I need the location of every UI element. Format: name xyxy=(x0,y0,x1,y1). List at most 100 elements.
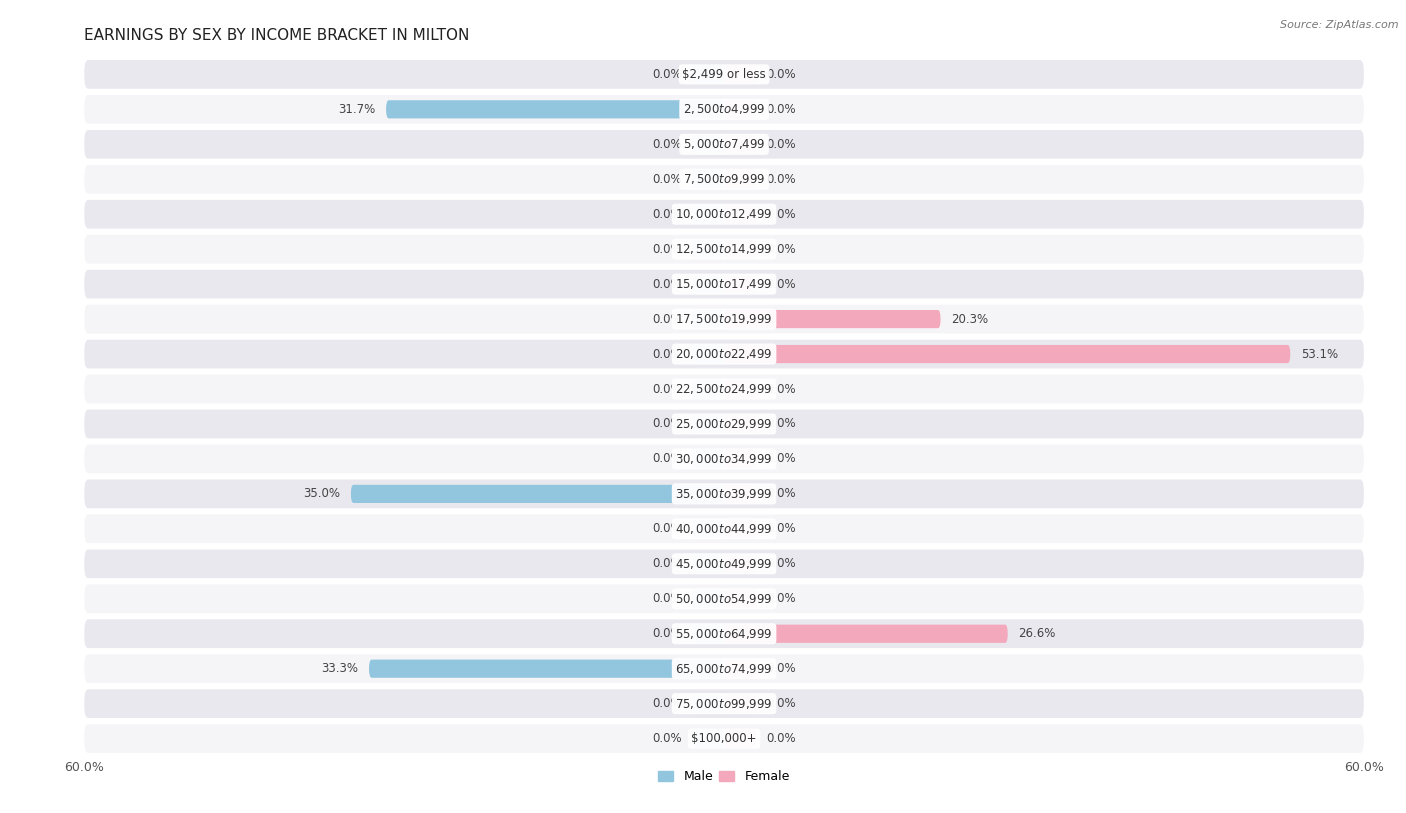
Text: $55,000 to $64,999: $55,000 to $64,999 xyxy=(675,627,773,641)
FancyBboxPatch shape xyxy=(724,485,756,503)
FancyBboxPatch shape xyxy=(84,200,1364,228)
Text: 0.0%: 0.0% xyxy=(652,698,682,710)
Text: 26.6%: 26.6% xyxy=(1018,628,1056,640)
FancyBboxPatch shape xyxy=(692,520,724,538)
Text: $5,000 to $7,499: $5,000 to $7,499 xyxy=(683,137,765,151)
FancyBboxPatch shape xyxy=(724,694,756,713)
Text: 0.0%: 0.0% xyxy=(652,593,682,605)
FancyBboxPatch shape xyxy=(84,445,1364,473)
FancyBboxPatch shape xyxy=(387,100,724,119)
Text: Source: ZipAtlas.com: Source: ZipAtlas.com xyxy=(1281,20,1399,30)
Text: 0.0%: 0.0% xyxy=(652,383,682,395)
Text: $45,000 to $49,999: $45,000 to $49,999 xyxy=(675,557,773,571)
FancyBboxPatch shape xyxy=(724,589,756,608)
Text: $7,500 to $9,999: $7,500 to $9,999 xyxy=(683,172,765,186)
FancyBboxPatch shape xyxy=(692,345,724,363)
Text: 0.0%: 0.0% xyxy=(766,663,796,675)
FancyBboxPatch shape xyxy=(724,135,756,154)
FancyBboxPatch shape xyxy=(692,694,724,713)
FancyBboxPatch shape xyxy=(724,554,756,573)
FancyBboxPatch shape xyxy=(692,554,724,573)
Text: 0.0%: 0.0% xyxy=(766,278,796,290)
Text: 0.0%: 0.0% xyxy=(652,313,682,325)
Text: $20,000 to $22,499: $20,000 to $22,499 xyxy=(675,347,773,361)
FancyBboxPatch shape xyxy=(84,340,1364,368)
Text: 0.0%: 0.0% xyxy=(652,208,682,220)
Text: $25,000 to $29,999: $25,000 to $29,999 xyxy=(675,417,773,431)
FancyBboxPatch shape xyxy=(692,624,724,643)
FancyBboxPatch shape xyxy=(692,65,724,84)
FancyBboxPatch shape xyxy=(692,450,724,468)
FancyBboxPatch shape xyxy=(724,100,756,119)
FancyBboxPatch shape xyxy=(692,205,724,224)
FancyBboxPatch shape xyxy=(724,659,756,678)
Text: $17,500 to $19,999: $17,500 to $19,999 xyxy=(675,312,773,326)
Text: 0.0%: 0.0% xyxy=(652,418,682,430)
Text: 31.7%: 31.7% xyxy=(339,103,375,115)
Text: 0.0%: 0.0% xyxy=(652,733,682,745)
Text: $30,000 to $34,999: $30,000 to $34,999 xyxy=(675,452,773,466)
FancyBboxPatch shape xyxy=(84,724,1364,753)
Text: EARNINGS BY SEX BY INCOME BRACKET IN MILTON: EARNINGS BY SEX BY INCOME BRACKET IN MIL… xyxy=(84,28,470,43)
Text: 0.0%: 0.0% xyxy=(766,173,796,185)
FancyBboxPatch shape xyxy=(724,450,756,468)
Text: $35,000 to $39,999: $35,000 to $39,999 xyxy=(675,487,773,501)
Text: $10,000 to $12,499: $10,000 to $12,499 xyxy=(675,207,773,221)
FancyBboxPatch shape xyxy=(84,60,1364,89)
FancyBboxPatch shape xyxy=(84,515,1364,543)
FancyBboxPatch shape xyxy=(84,410,1364,438)
Text: 0.0%: 0.0% xyxy=(652,278,682,290)
Text: $2,500 to $4,999: $2,500 to $4,999 xyxy=(683,102,765,116)
Text: 35.0%: 35.0% xyxy=(304,488,340,500)
FancyBboxPatch shape xyxy=(692,170,724,189)
Text: 0.0%: 0.0% xyxy=(766,453,796,465)
FancyBboxPatch shape xyxy=(84,130,1364,159)
Text: 0.0%: 0.0% xyxy=(766,68,796,80)
FancyBboxPatch shape xyxy=(352,485,724,503)
FancyBboxPatch shape xyxy=(724,380,756,398)
Text: $75,000 to $99,999: $75,000 to $99,999 xyxy=(675,697,773,711)
FancyBboxPatch shape xyxy=(692,380,724,398)
Text: 0.0%: 0.0% xyxy=(766,488,796,500)
FancyBboxPatch shape xyxy=(84,585,1364,613)
FancyBboxPatch shape xyxy=(724,310,941,328)
Text: 0.0%: 0.0% xyxy=(766,523,796,535)
FancyBboxPatch shape xyxy=(84,550,1364,578)
FancyBboxPatch shape xyxy=(692,729,724,748)
FancyBboxPatch shape xyxy=(84,375,1364,403)
Text: 0.0%: 0.0% xyxy=(652,628,682,640)
Text: 0.0%: 0.0% xyxy=(766,558,796,570)
FancyBboxPatch shape xyxy=(724,345,1291,363)
FancyBboxPatch shape xyxy=(368,659,724,678)
Text: 0.0%: 0.0% xyxy=(766,383,796,395)
Text: 0.0%: 0.0% xyxy=(652,173,682,185)
Text: $65,000 to $74,999: $65,000 to $74,999 xyxy=(675,662,773,676)
Text: 0.0%: 0.0% xyxy=(766,698,796,710)
Text: 0.0%: 0.0% xyxy=(766,243,796,255)
Text: 0.0%: 0.0% xyxy=(652,453,682,465)
Text: 0.0%: 0.0% xyxy=(652,243,682,255)
FancyBboxPatch shape xyxy=(724,624,1008,643)
FancyBboxPatch shape xyxy=(724,205,756,224)
Text: 0.0%: 0.0% xyxy=(652,68,682,80)
FancyBboxPatch shape xyxy=(692,310,724,328)
FancyBboxPatch shape xyxy=(692,240,724,259)
Text: 0.0%: 0.0% xyxy=(766,593,796,605)
FancyBboxPatch shape xyxy=(84,270,1364,298)
FancyBboxPatch shape xyxy=(84,689,1364,718)
Text: 33.3%: 33.3% xyxy=(322,663,359,675)
Text: 20.3%: 20.3% xyxy=(952,313,988,325)
Text: $15,000 to $17,499: $15,000 to $17,499 xyxy=(675,277,773,291)
FancyBboxPatch shape xyxy=(84,165,1364,193)
FancyBboxPatch shape xyxy=(84,235,1364,263)
FancyBboxPatch shape xyxy=(724,170,756,189)
FancyBboxPatch shape xyxy=(724,729,756,748)
Text: $22,500 to $24,999: $22,500 to $24,999 xyxy=(675,382,773,396)
FancyBboxPatch shape xyxy=(724,275,756,293)
FancyBboxPatch shape xyxy=(84,305,1364,333)
Text: 0.0%: 0.0% xyxy=(652,558,682,570)
FancyBboxPatch shape xyxy=(724,240,756,259)
FancyBboxPatch shape xyxy=(84,480,1364,508)
FancyBboxPatch shape xyxy=(692,589,724,608)
Text: 53.1%: 53.1% xyxy=(1301,348,1339,360)
